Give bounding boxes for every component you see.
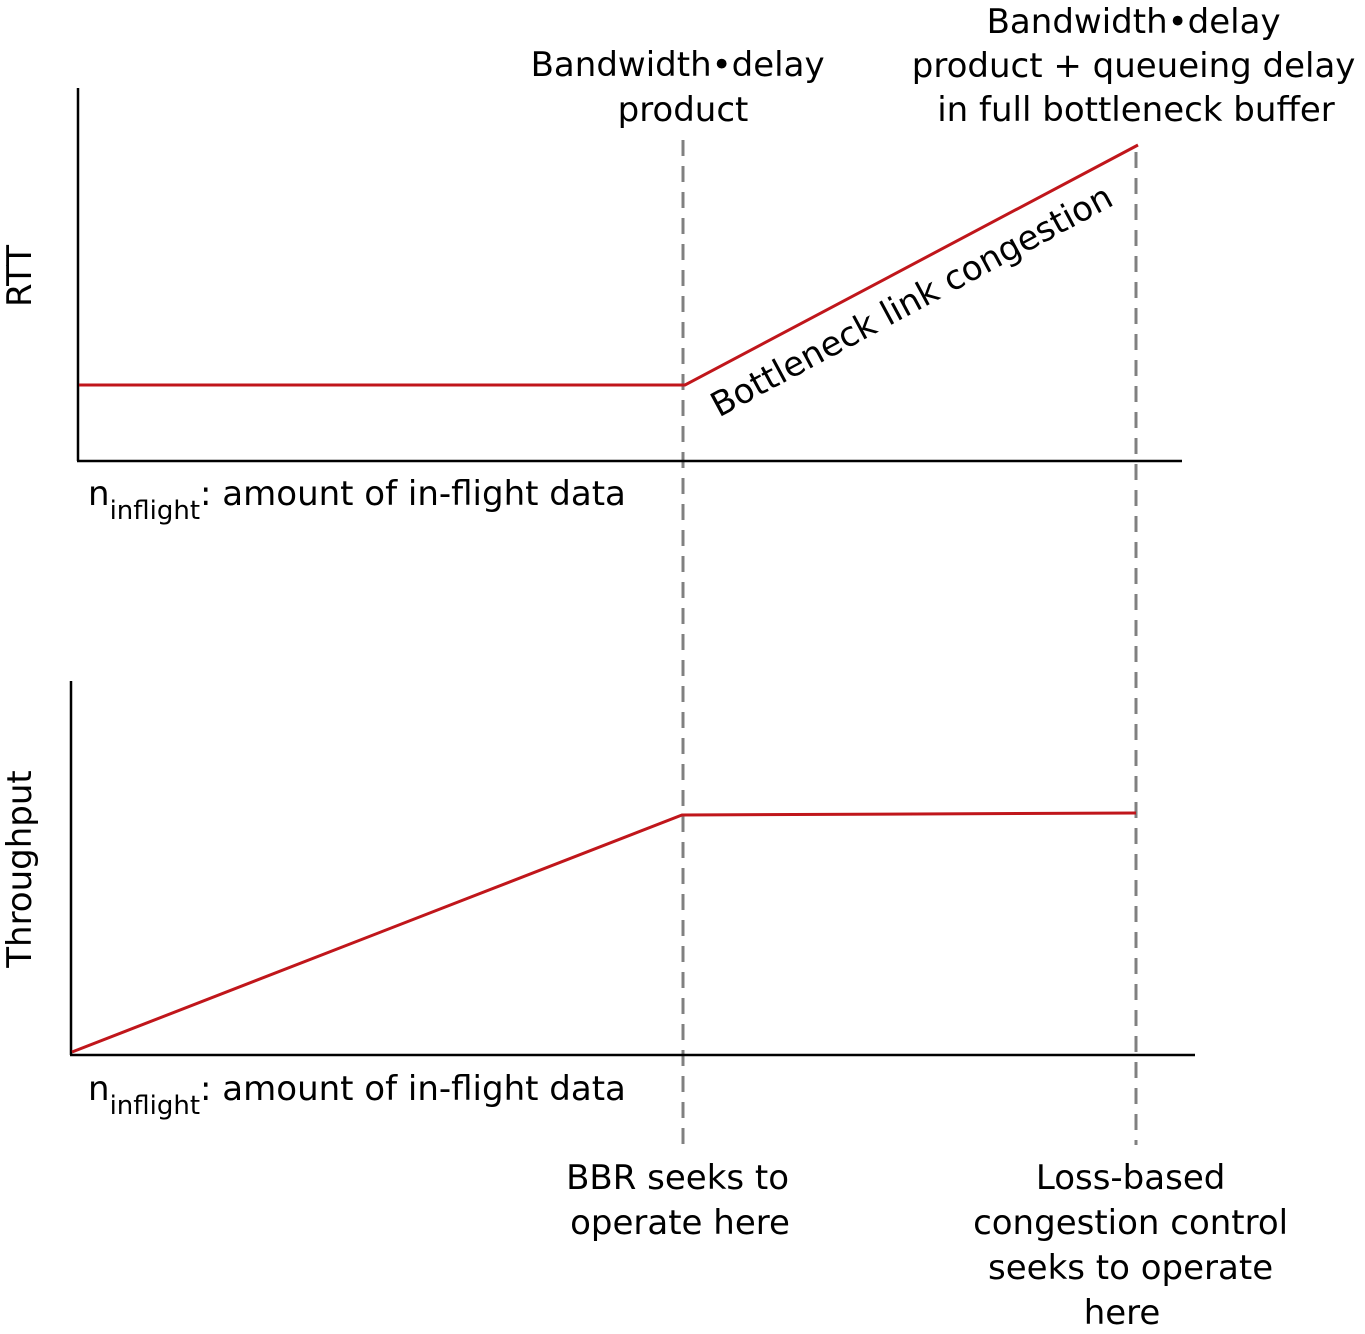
buffer-full-top-label-line: Bandwidth•delay	[987, 2, 1281, 42]
throughput-axis-label: Throughput	[0, 770, 40, 969]
buffer-full-top-label-line: in full bottleneck buffer	[937, 90, 1335, 130]
rtt-x-label-rest: : amount of in-flight data	[200, 474, 626, 514]
throughput-x-label-subscript: inflight	[110, 1091, 200, 1121]
bbr-operating-label-line: operate here	[570, 1203, 790, 1243]
rtt-curve	[79, 143, 1139, 387]
throughput-curve	[71, 811, 1137, 1054]
bottleneck-congestion-label: Bottleneck link congestion	[704, 177, 1119, 426]
buffer-full-top-label: Bandwidth•delay product + queueing delay…	[912, 2, 1365, 130]
rtt-x-axis-label: ninflight: amount of in-flight data	[88, 474, 626, 526]
throughput-x-label-rest: : amount of in-flight data	[200, 1069, 626, 1109]
throughput-panel: Throughput ninflight: amount of in-fligh…	[0, 681, 1195, 1121]
bbr-operating-label-line: BBR seeks to	[566, 1158, 789, 1198]
loss-based-label-line: seeks to operate	[988, 1248, 1273, 1288]
bdp-top-label: Bandwidth•delay product	[531, 45, 836, 130]
throughput-x-label-n: n	[88, 1069, 110, 1109]
bdp-top-label-line: Bandwidth•delay	[531, 45, 825, 85]
loss-based-label-line: Loss-based	[1036, 1158, 1225, 1198]
rtt-axis-label: RTT	[0, 245, 40, 307]
rtt-x-label-subscript: inflight	[110, 496, 200, 526]
loss-based-label-line: congestion control	[973, 1203, 1288, 1243]
bdp-top-label-line: product	[618, 90, 749, 130]
rtt-x-label-n: n	[88, 474, 110, 514]
throughput-x-axis-label: ninflight: amount of in-flight data	[88, 1069, 626, 1121]
bbr-operating-point-label: BBR seeks to operate here	[566, 1158, 800, 1243]
loss-based-label-line: here	[1084, 1293, 1161, 1333]
loss-based-operating-point-label: Loss-based congestion control seeks to o…	[973, 1158, 1299, 1333]
rtt-panel: RTT ninflight: amount of in-flight data …	[0, 88, 1182, 526]
buffer-full-top-label-line: product + queueing delay	[912, 46, 1356, 86]
